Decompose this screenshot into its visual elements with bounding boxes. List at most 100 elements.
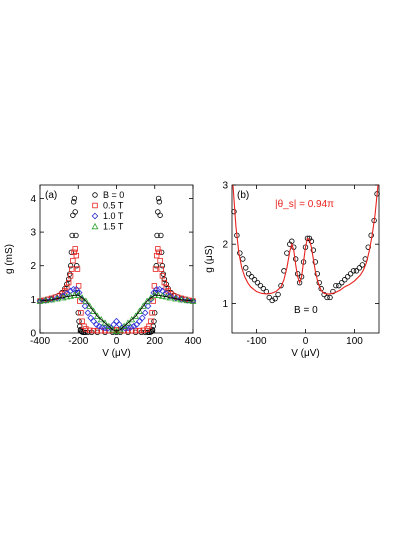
data-point: [64, 284, 70, 291]
x-tick-label: -400: [30, 336, 50, 347]
data-point: [153, 285, 160, 293]
data-point: [71, 195, 78, 202]
data-point: [94, 327, 101, 334]
legend-label: 1.5 T: [103, 222, 124, 232]
y-tick-label: 3: [222, 181, 228, 192]
data-point: [140, 327, 146, 334]
data-point: [87, 327, 93, 334]
data-point: [67, 273, 74, 279]
data-point: [74, 266, 81, 272]
panel-a-xlabel: V (μV): [102, 348, 131, 359]
y-tick-label: 2: [222, 240, 228, 251]
panel-a: (a) -400 -200 0 200 400 0 1 2 3 4 V (μV) g (mS) B…: [4, 184, 202, 359]
data-point: [153, 263, 159, 269]
data-point: [275, 291, 281, 298]
data-point: [333, 282, 339, 289]
data-point: [143, 297, 151, 304]
data-point: [154, 232, 160, 239]
x-tick-label: 0: [114, 336, 120, 347]
data-point: [327, 294, 333, 301]
data-point: [151, 318, 157, 324]
data-point: [65, 279, 72, 286]
data-point: [70, 285, 77, 293]
data-point: [110, 321, 117, 328]
data-point: [90, 317, 97, 325]
data-point: [42, 297, 50, 304]
data-point: [189, 297, 197, 305]
data-point: [336, 282, 342, 289]
data-point: [70, 199, 77, 205]
data-point: [353, 268, 360, 274]
data-point: [97, 315, 105, 323]
data-point: [101, 319, 109, 326]
data-point: [67, 263, 74, 269]
data-point: [93, 321, 100, 328]
data-point: [83, 326, 89, 332]
data-point: [314, 271, 320, 277]
data-point: [82, 297, 90, 304]
data-point: [257, 282, 264, 289]
data-point: [159, 263, 166, 269]
data-point: [248, 274, 255, 280]
data-point: [133, 321, 140, 328]
data-point: [296, 279, 303, 286]
data-point: [151, 283, 158, 289]
data-point: [157, 257, 163, 264]
data-point: [148, 318, 154, 324]
data-point: [155, 195, 162, 202]
data-point: [161, 279, 168, 286]
data-point: [132, 312, 140, 319]
legend-label: 1.0 T: [103, 211, 124, 221]
data-point: [160, 271, 167, 277]
y-tick-label: 4: [30, 194, 36, 205]
data-point: [166, 292, 174, 300]
data-point: [70, 257, 76, 264]
data-point: [310, 247, 317, 253]
data-point: [73, 252, 80, 259]
data-point: [156, 199, 163, 205]
data-point: [70, 212, 76, 218]
data-point: [109, 326, 117, 333]
y-tick-label: 0: [30, 329, 36, 340]
data-point: [113, 317, 120, 325]
theta-annotation: |θ_s| = 0.94π: [275, 199, 334, 210]
data-point: [130, 322, 138, 330]
data-point: [120, 322, 128, 329]
data-point: [105, 322, 113, 329]
x-tick-label: 0: [303, 336, 309, 347]
data-point: [350, 268, 357, 274]
data-point: [136, 327, 143, 334]
data-point: [272, 295, 278, 302]
data-point: [73, 232, 79, 239]
data-point: [116, 326, 124, 333]
data-point: [36, 297, 44, 305]
data-point: [231, 208, 237, 215]
data-point: [339, 279, 345, 286]
panel-a-ylabel: g (mS): [4, 244, 15, 274]
panel-b-plot: [231, 184, 380, 304]
data-point: [155, 246, 161, 252]
data-point: [136, 317, 143, 325]
data-point: [74, 263, 80, 269]
data-point: [81, 302, 89, 310]
data-point: [75, 283, 82, 289]
panel-a-legend: B = 00.5 T1.0 T1.5 T: [91, 190, 124, 232]
data-point: [312, 259, 318, 265]
x-tick-label: 100: [346, 336, 363, 347]
y-tick-label: 1: [222, 299, 228, 310]
data-point: [321, 291, 327, 298]
data-point: [243, 265, 249, 271]
panel-b-ylabel: g (μS): [204, 245, 215, 272]
data-point: [158, 266, 164, 272]
legend-marker: [92, 202, 98, 209]
series-1: [37, 246, 196, 334]
data-point: [146, 323, 152, 329]
panel-b: (b) -100 0 100 1 2 3 V (μV) g (μS) |θ_s| = 0.…: [204, 181, 380, 359]
series-2: [36, 285, 197, 332]
data-point: [240, 256, 246, 262]
data-point: [149, 326, 156, 333]
y-tick-label: 1: [30, 295, 36, 306]
data-point: [93, 312, 101, 319]
data-point: [136, 307, 143, 314]
